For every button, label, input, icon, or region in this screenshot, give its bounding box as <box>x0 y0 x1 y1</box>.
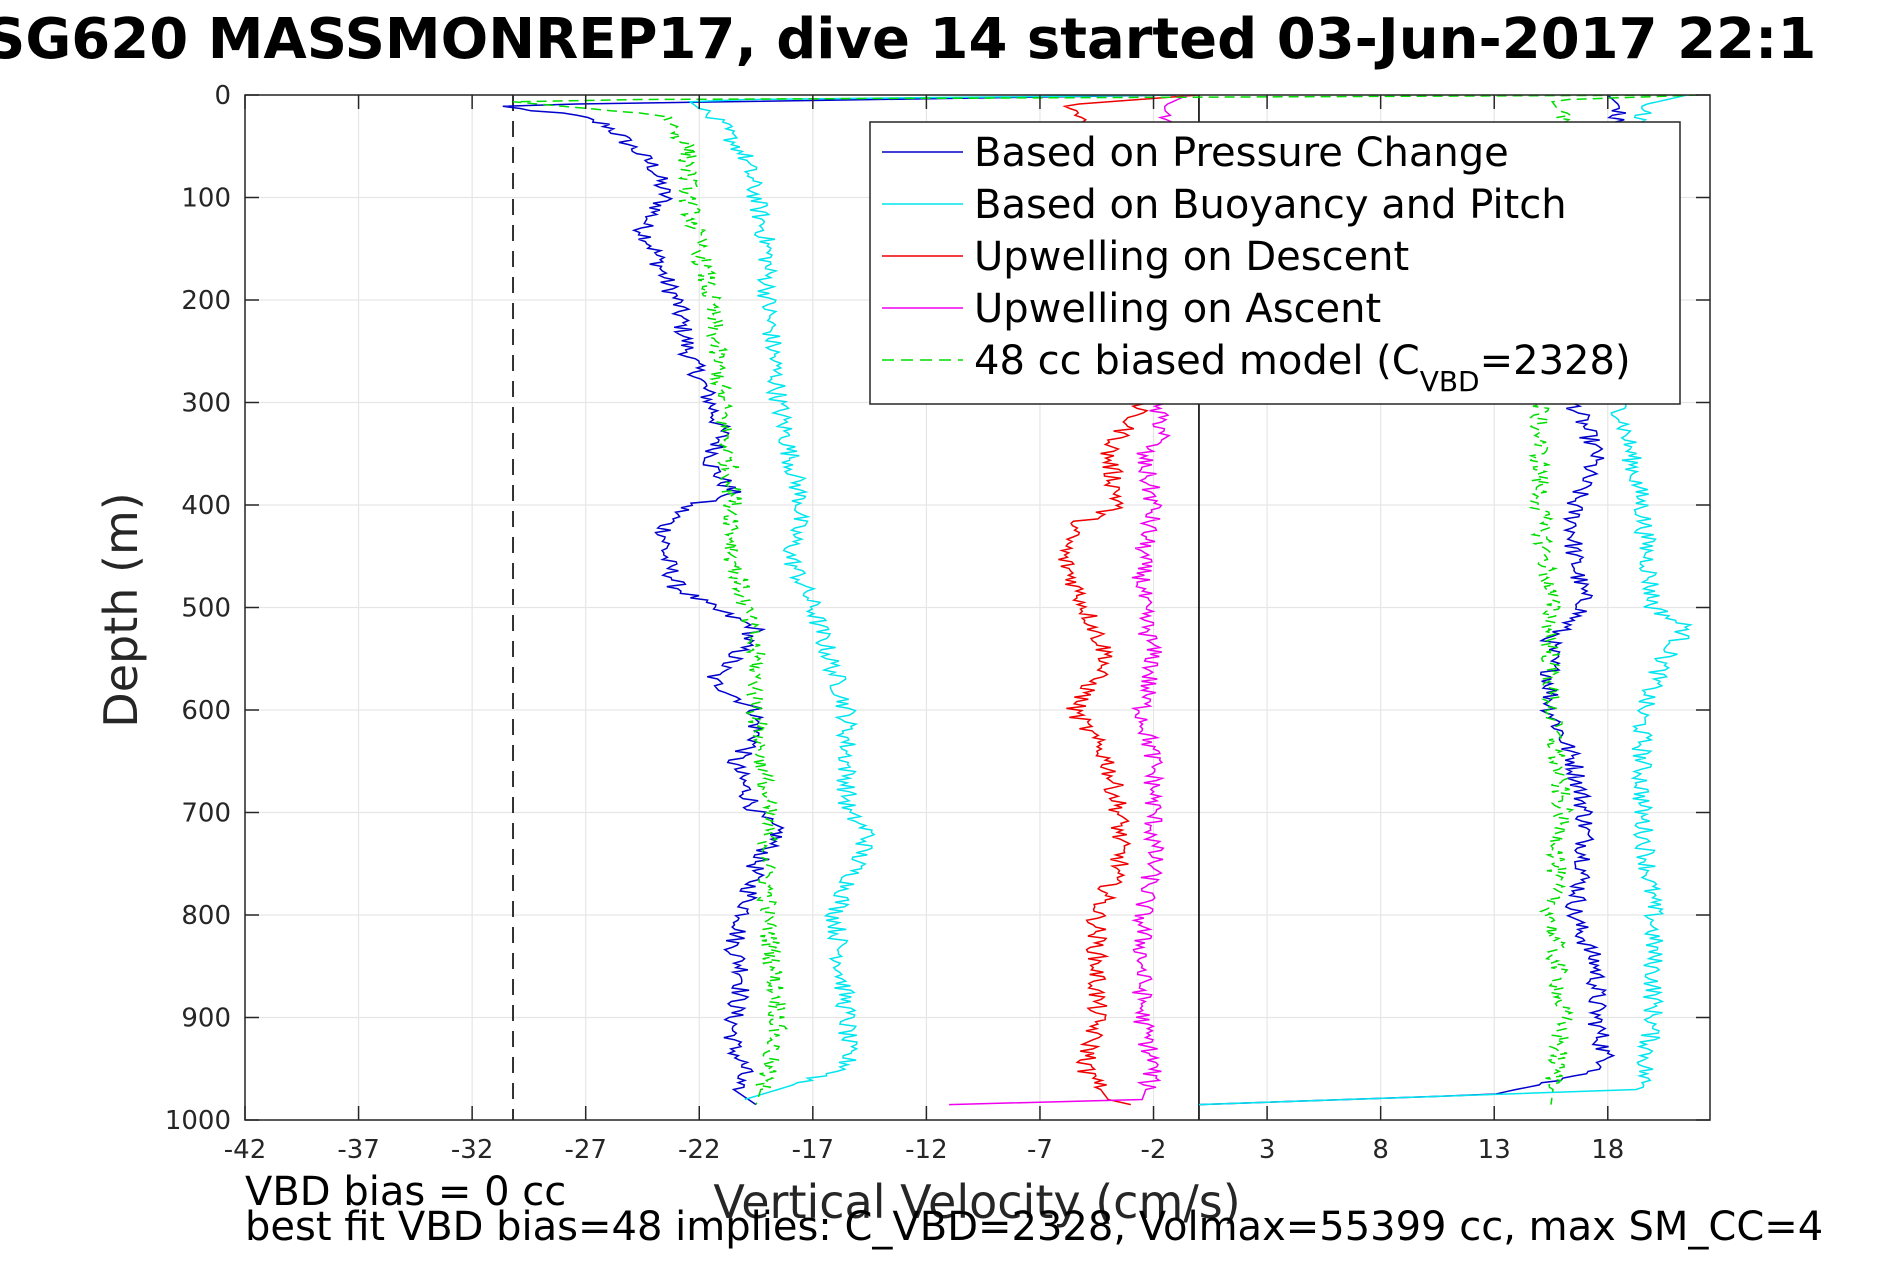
y-tick-label: 100 <box>181 184 231 214</box>
legend-label-suffix: =2328) <box>1480 338 1631 384</box>
y-tick-label: 1000 <box>165 1106 231 1136</box>
legend-label: Upwelling on Ascent <box>974 286 1381 332</box>
y-tick-label: 800 <box>181 901 231 931</box>
y-tick-label: 700 <box>181 799 231 829</box>
series-line-descent <box>502 95 1177 1106</box>
x-tick-label: -32 <box>451 1135 493 1165</box>
y-tick-label: 0 <box>214 81 231 111</box>
y-tick-label: 500 <box>181 594 231 624</box>
annotation-best-fit: best fit VBD bias=48 implies: C_VBD=2328… <box>245 1204 1823 1250</box>
y-tick-label: 300 <box>181 389 231 419</box>
series-4 <box>512 95 1699 1105</box>
x-tick-label: -12 <box>905 1135 947 1165</box>
legend-box <box>869 121 1681 405</box>
legend: Based on Pressure Change Based on Buoyanc… <box>869 121 1681 405</box>
series-line-descent <box>687 95 1177 1101</box>
legend-label: Based on Pressure Change <box>974 130 1509 176</box>
x-axis-label: Vertical Velocity (cm/s) <box>713 1175 1240 1229</box>
x-tick-label: -42 <box>224 1135 266 1165</box>
annotation-vbd-bias: VBD bias = 0 cc <box>245 1169 566 1215</box>
y-tick-label: 400 <box>181 491 231 521</box>
x-tick-label: 8 <box>1372 1135 1389 1165</box>
x-tick-label: 3 <box>1259 1135 1276 1165</box>
y-tick-label: 900 <box>181 1004 231 1034</box>
chart-title: SG620 MASSMONREP17, dive 14 started 03-J… <box>0 7 1816 72</box>
x-tick-label: -37 <box>337 1135 379 1165</box>
axis-ticks: -42 -37 -32 -27 -22 -17 -12 -7 -2 3 8 13 18 0 100 200 30… <box>165 81 1710 1165</box>
legend-label-subscript: VBD <box>1420 365 1480 398</box>
legend-label: Upwelling on Descent <box>974 234 1409 280</box>
y-tick-label: 600 <box>181 696 231 726</box>
x-tick-label: -17 <box>792 1135 834 1165</box>
y-tick-label: 200 <box>181 286 231 316</box>
x-tick-label: -27 <box>564 1135 606 1165</box>
x-tick-label: -2 <box>1141 1135 1167 1165</box>
series-line-ascent <box>1528 95 1699 1105</box>
x-tick-label: -22 <box>678 1135 720 1165</box>
x-tick-label: 13 <box>1478 1135 1511 1165</box>
legend-label: Based on Buoyancy and Pitch <box>974 182 1567 228</box>
x-tick-label: 18 <box>1591 1135 1624 1165</box>
x-tick-label: -7 <box>1027 1135 1053 1165</box>
y-axis-label: Depth (m) <box>94 492 148 727</box>
series-line-descent <box>512 95 1699 1105</box>
